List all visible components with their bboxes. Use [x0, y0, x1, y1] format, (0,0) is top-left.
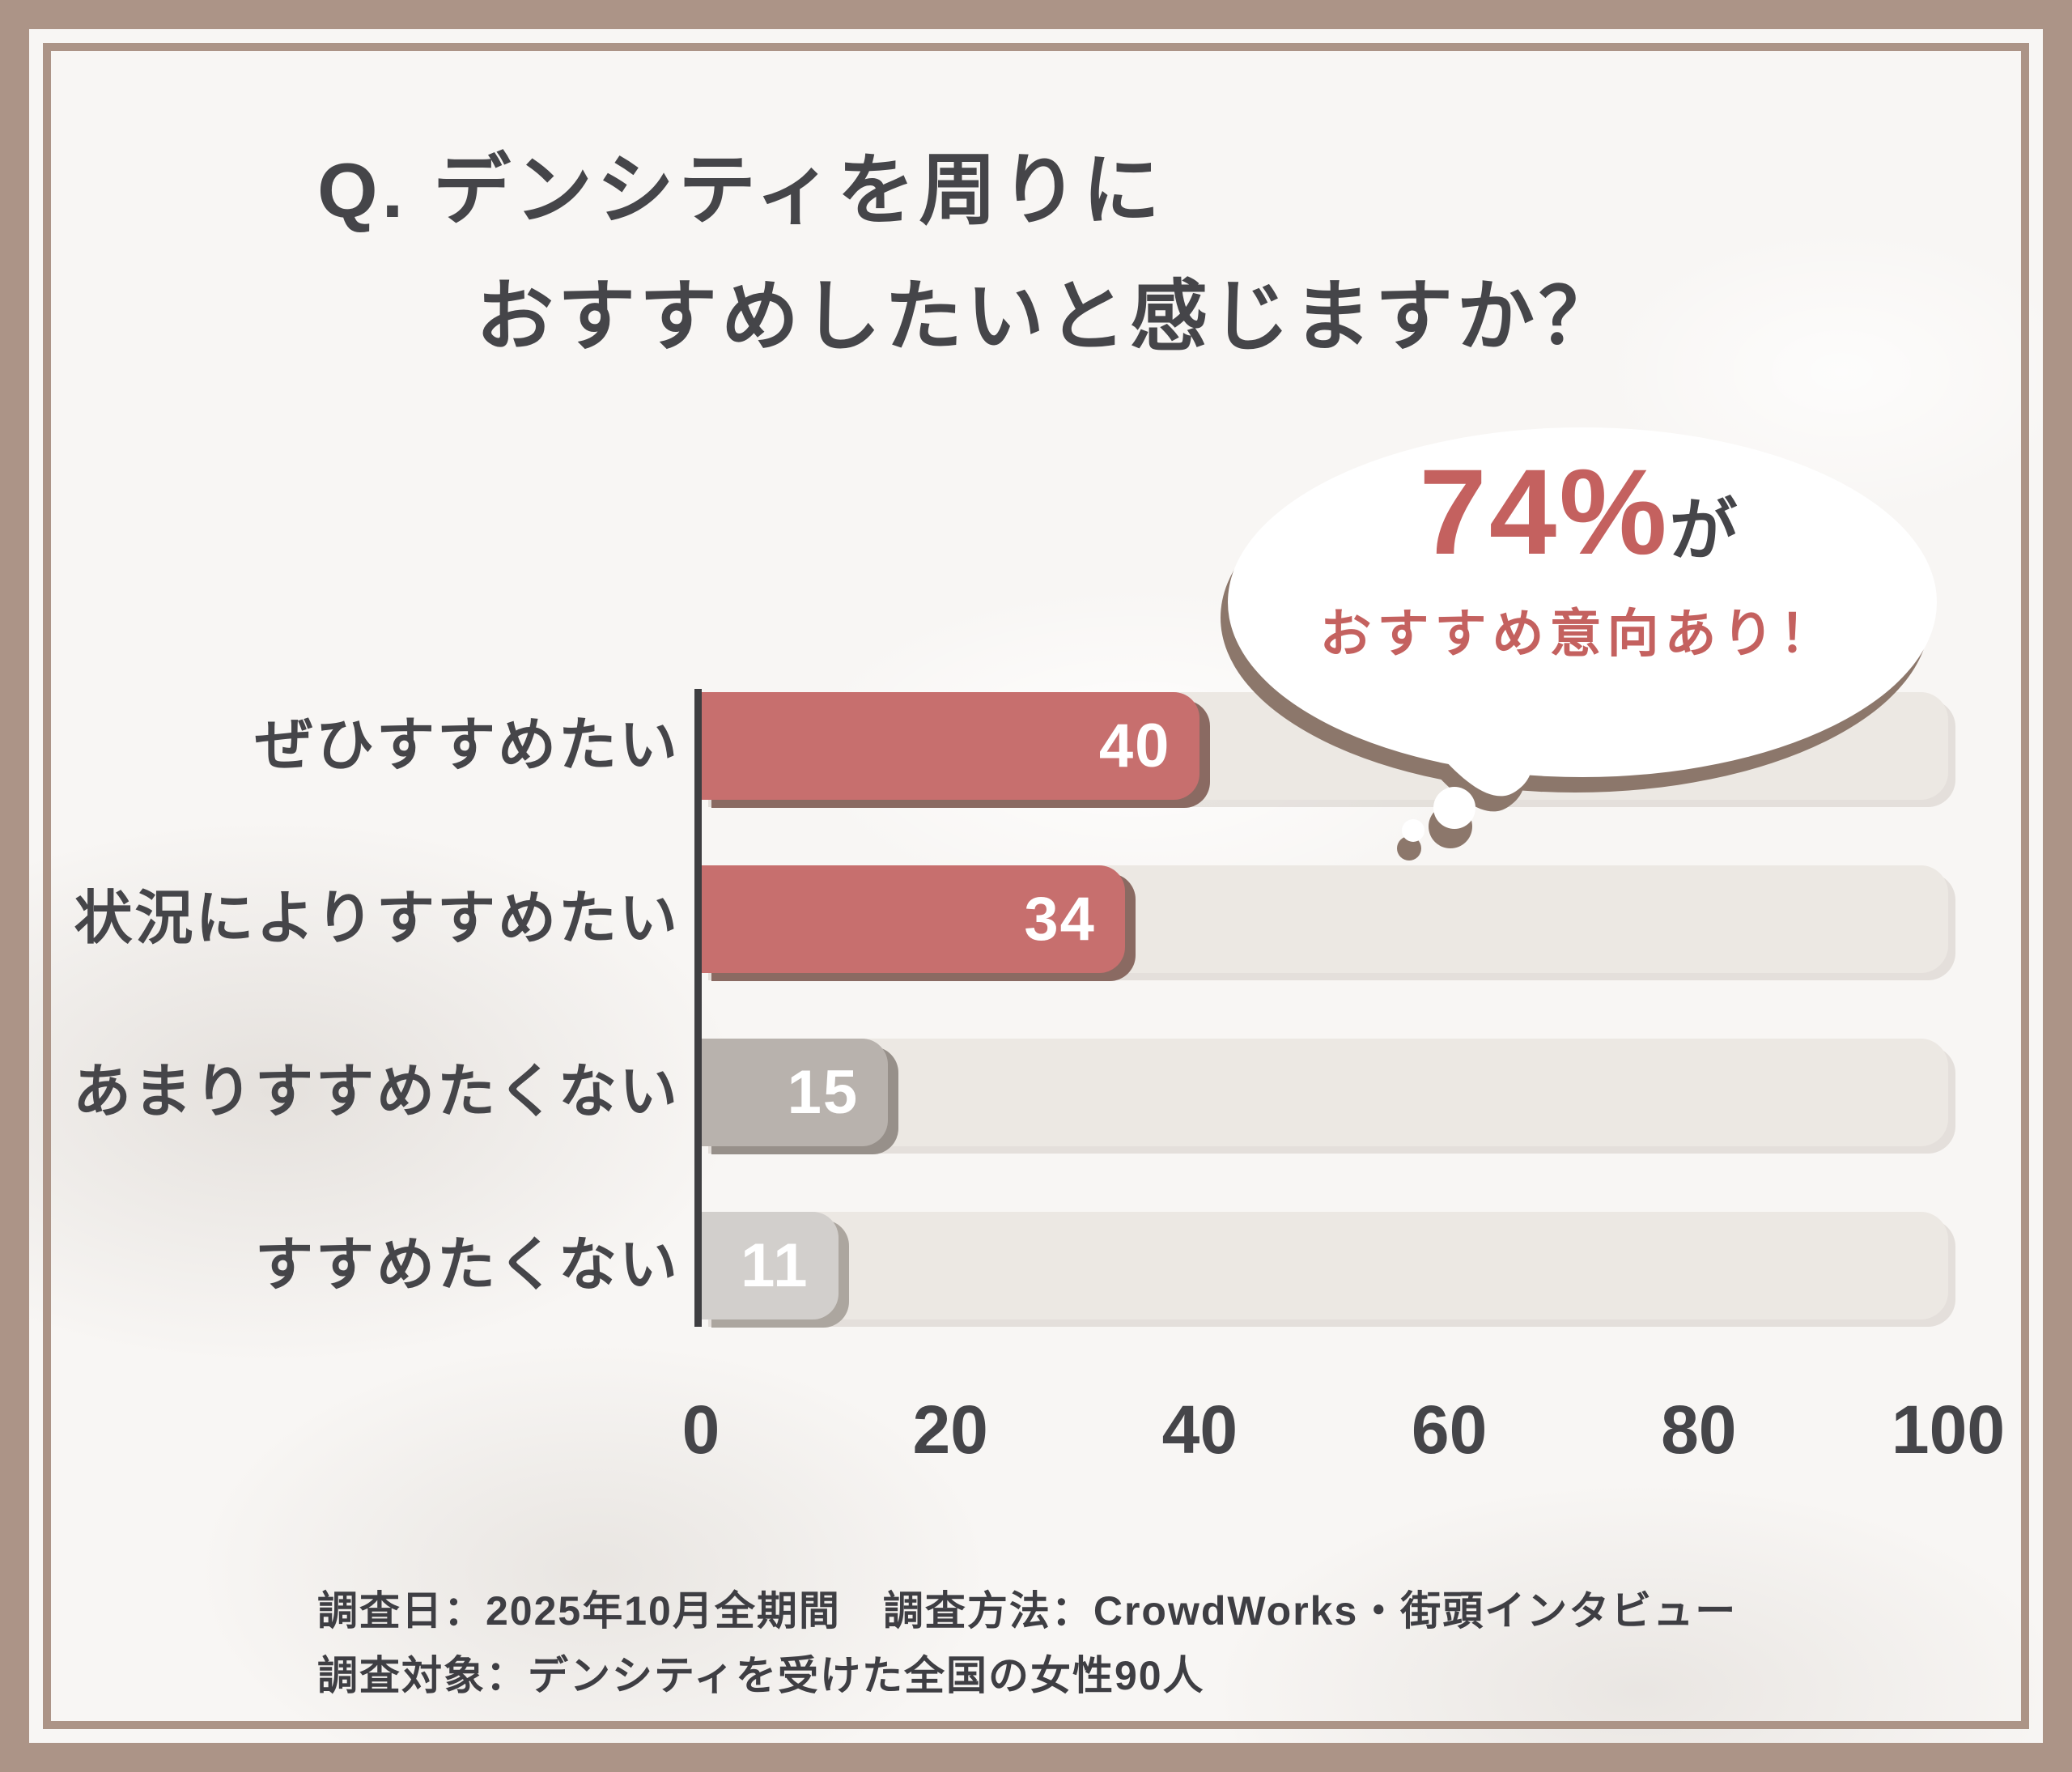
x-axis-tick-label: 60 [1411, 1392, 1488, 1468]
page-title: Q. デンシティを周りに おすすめしたいと感じますか？ [317, 128, 1620, 380]
callout-headline: 74%が [1190, 450, 1967, 592]
x-axis-tick-label: 80 [1661, 1392, 1737, 1468]
callout-percent: 74% [1419, 444, 1670, 580]
bar-fill: 40 [701, 692, 1200, 800]
x-axis: 0 20 40 60 80 100 [682, 1384, 2005, 1475]
bar-category-label: 状況によりすすめたい [74, 886, 680, 951]
chart-row: すすめたくない 11 [255, 1212, 1948, 1319]
bar-track: 34 [701, 865, 1948, 973]
x-axis-tick-label: 100 [1891, 1392, 2006, 1468]
bar-fill: 11 [701, 1212, 839, 1319]
bar-value-label: 15 [787, 1058, 860, 1127]
thought-dot-small [1402, 819, 1424, 842]
bar-value-label: 40 [1098, 712, 1171, 780]
title-line-2: おすすめしたいと感じますか？ [476, 274, 1620, 360]
bar-category-label: すすめたくない [254, 1233, 680, 1298]
callout-message: おすすめ意向あり！ [1319, 605, 1837, 663]
survey-notes: 調査日：2025年10月全期間 調査方法：CrowdWorks・街頭インタビュー… [317, 1579, 1737, 1708]
thought-bubble [1221, 427, 1937, 861]
title-line-1: Q. デンシティを周りに [317, 147, 1165, 234]
chart-row: 状況によりすすめたい 34 [74, 865, 1948, 973]
x-axis-tick-label: 0 [681, 1392, 720, 1468]
callout-suffix: が [1669, 492, 1738, 568]
bar-category-label: あまりすすめたくない [72, 1060, 680, 1124]
survey-note-line-2: 調査対象：デンシティを受けた全国の女性90人 [317, 1653, 1205, 1698]
bar-category-label: ぜひすすめたい [254, 713, 680, 778]
bar-track: 15 [701, 1039, 1948, 1146]
x-axis-tick-label: 40 [1161, 1392, 1238, 1468]
bar-value-label: 34 [1024, 885, 1096, 954]
bar-value-label: 11 [741, 1231, 809, 1300]
thought-bubble-body [1228, 427, 1937, 842]
y-axis-line [694, 689, 702, 1327]
x-axis-tick-label: 20 [912, 1392, 988, 1468]
bar-track: 11 [701, 1212, 1948, 1319]
bar-fill: 34 [701, 865, 1125, 973]
chart-row: あまりすすめたくない 15 [73, 1039, 1948, 1146]
survey-note-line-1: 調査日：2025年10月全期間 調査方法：CrowdWorks・街頭インタビュー [317, 1588, 1738, 1634]
thought-dot-large [1433, 787, 1475, 829]
bar-fill: 15 [701, 1039, 889, 1146]
